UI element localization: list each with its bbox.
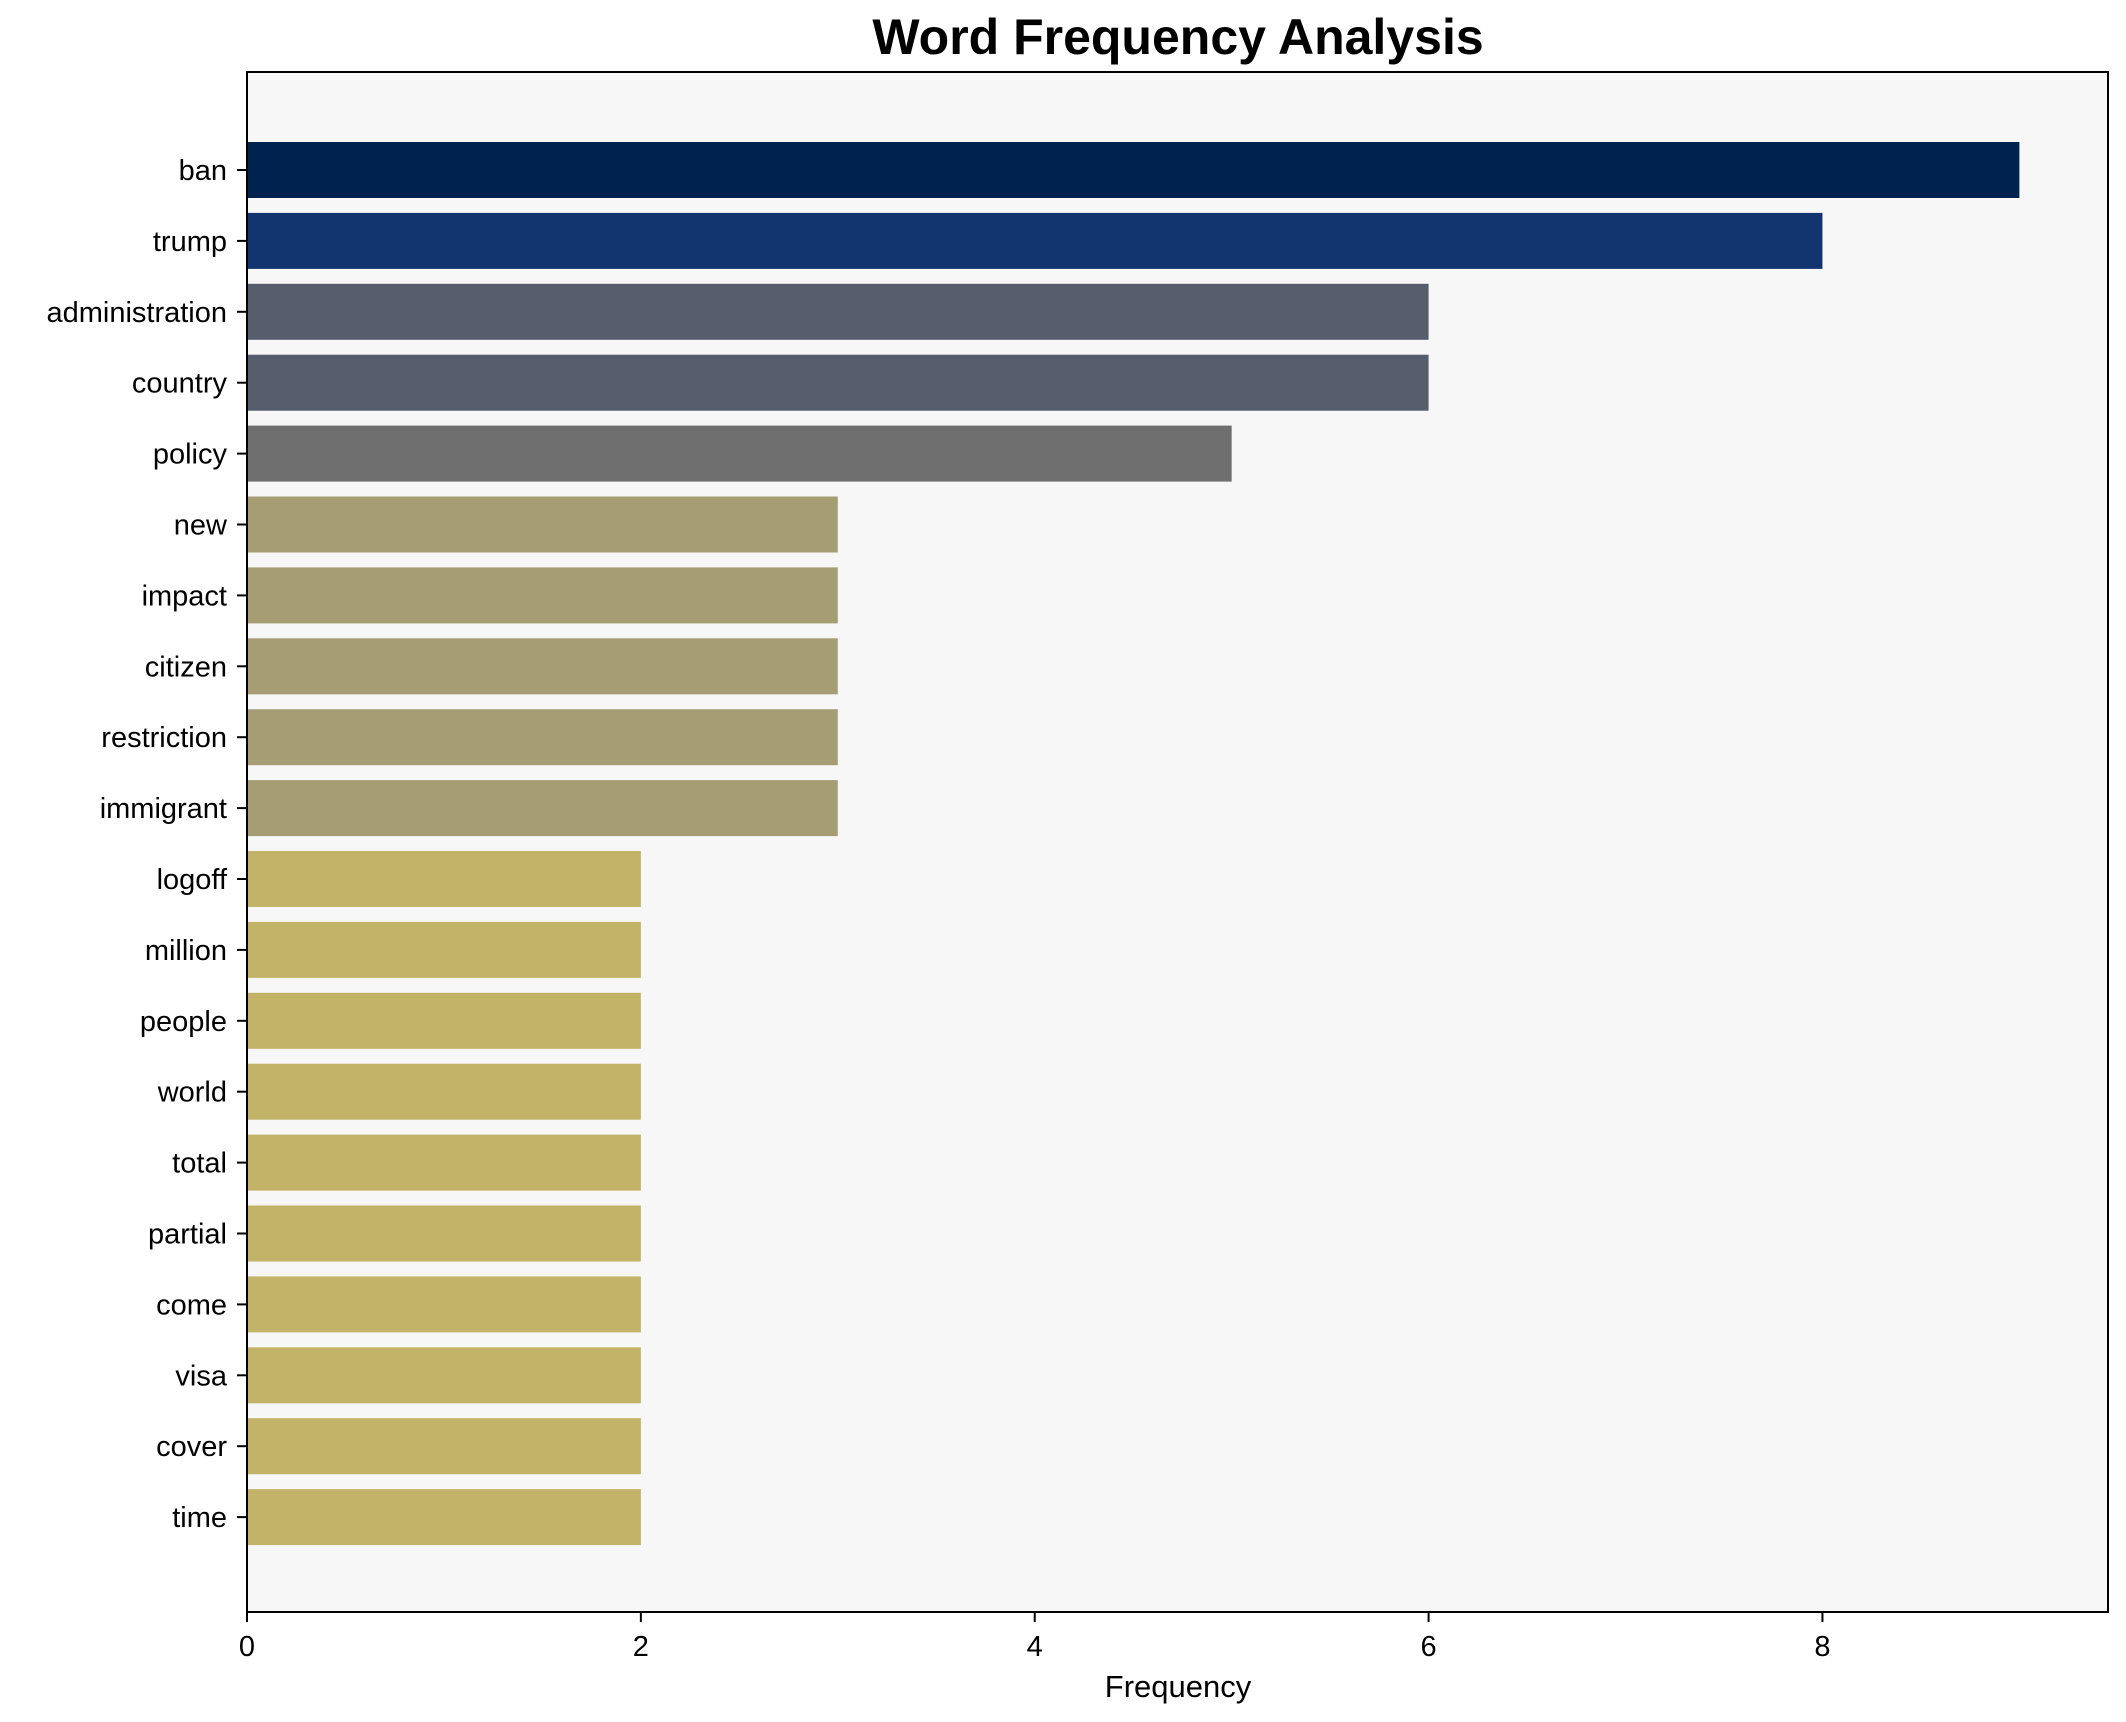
y-tick-label: policy — [153, 439, 228, 471]
y-tick-label: million — [145, 935, 227, 967]
bar-million — [247, 921, 641, 978]
x-axis-label: Frequency — [1105, 1669, 1252, 1704]
bar-citizen — [247, 638, 838, 695]
y-tick-label: logoff — [157, 864, 228, 896]
y-axis: ban trump administration country policy new im… — [46, 155, 247, 1534]
bar-impact — [247, 567, 838, 624]
bar-visa — [247, 1347, 641, 1404]
y-tick-label: new — [174, 510, 228, 542]
y-tick-label: impact — [142, 580, 227, 612]
x-tick-label: 2 — [633, 1631, 649, 1663]
bar-come — [247, 1276, 641, 1333]
y-tick-label: time — [172, 1502, 227, 1534]
y-tick-label: cover — [156, 1431, 227, 1463]
bar-immigrant — [247, 780, 838, 837]
bar-ban — [247, 142, 2020, 198]
bar-cover — [247, 1418, 641, 1475]
bar-trump — [247, 212, 1823, 269]
y-tick-label: people — [140, 1006, 227, 1038]
plot-frame — [246, 71, 2109, 1613]
x-tick-label: 0 — [239, 1631, 255, 1663]
x-axis: 0 2 4 6 8 — [239, 1612, 1831, 1663]
chart-title: Word Frequency Analysis — [872, 9, 1483, 65]
y-tick-label: world — [157, 1077, 227, 1109]
x-tick-label: 6 — [1421, 1631, 1437, 1663]
bar-total — [247, 1134, 641, 1191]
bar-new — [247, 496, 838, 553]
bar-restriction — [247, 709, 838, 766]
y-tick-label: come — [156, 1289, 227, 1321]
bars-group — [247, 142, 2020, 1546]
y-tick-label: immigrant — [100, 793, 227, 825]
bar-logoff — [247, 851, 641, 907]
y-tick-label: trump — [153, 226, 227, 258]
bar-policy — [247, 425, 1232, 482]
bar-people — [247, 992, 641, 1049]
y-tick-label: total — [172, 1148, 227, 1180]
bar-administration — [247, 283, 1429, 340]
y-tick-label: country — [132, 368, 228, 400]
y-tick-label: visa — [175, 1360, 227, 1392]
x-tick-label: 8 — [1814, 1631, 1830, 1663]
y-tick-label: administration — [46, 297, 227, 329]
y-tick-label: restriction — [101, 722, 227, 754]
bar-partial — [247, 1205, 641, 1262]
bar-country — [247, 354, 1429, 411]
bar-world — [247, 1063, 641, 1120]
bar-time — [247, 1489, 641, 1546]
x-tick-label: 4 — [1027, 1631, 1043, 1663]
y-tick-label: citizen — [145, 651, 227, 683]
y-tick-label: ban — [179, 155, 227, 187]
y-tick-label: partial — [148, 1219, 227, 1251]
